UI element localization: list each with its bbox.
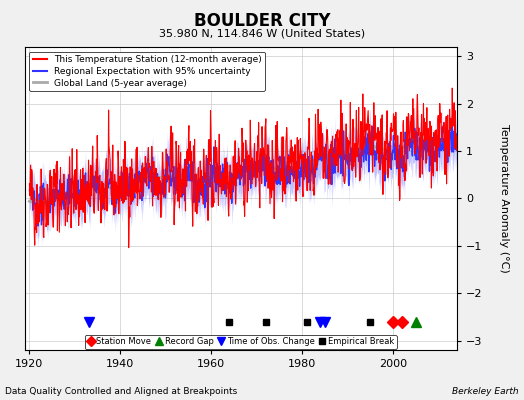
Y-axis label: Temperature Anomaly (°C): Temperature Anomaly (°C)	[499, 124, 509, 273]
Legend: Station Move, Record Gap, Time of Obs. Change, Empirical Break: Station Move, Record Gap, Time of Obs. C…	[85, 335, 397, 349]
Text: 35.980 N, 114.846 W (United States): 35.980 N, 114.846 W (United States)	[159, 28, 365, 38]
Text: BOULDER CITY: BOULDER CITY	[194, 12, 330, 30]
Text: Berkeley Earth: Berkeley Earth	[452, 387, 519, 396]
Text: Data Quality Controlled and Aligned at Breakpoints: Data Quality Controlled and Aligned at B…	[5, 387, 237, 396]
